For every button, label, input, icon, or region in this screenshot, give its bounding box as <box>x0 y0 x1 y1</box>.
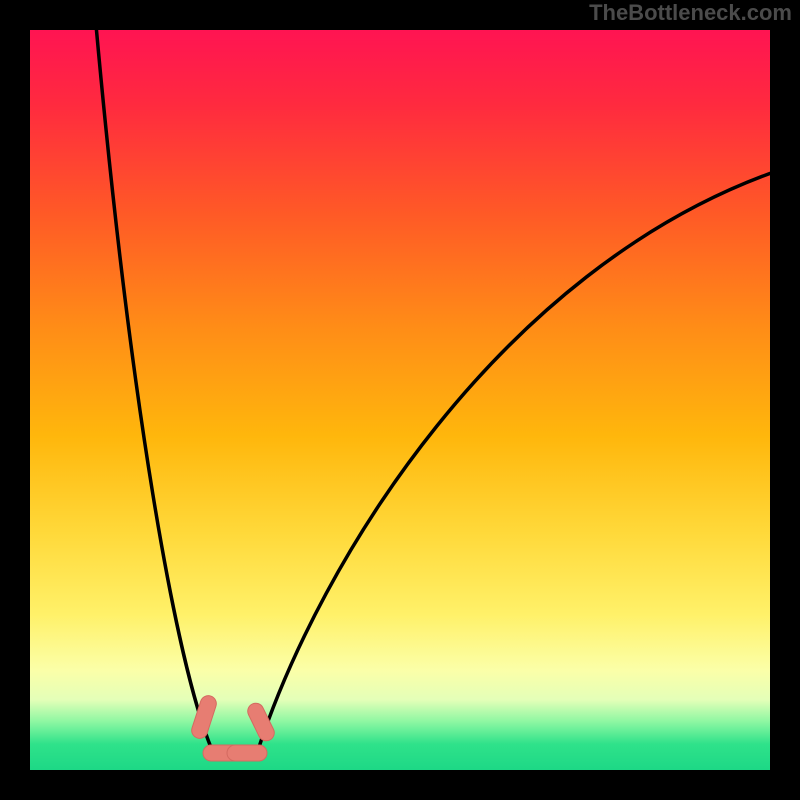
bottleneck-chart <box>0 0 800 800</box>
watermark-text: TheBottleneck.com <box>589 0 792 26</box>
highlight-capsule <box>227 745 267 761</box>
chart-canvas: TheBottleneck.com <box>0 0 800 800</box>
gradient-background <box>30 30 770 770</box>
